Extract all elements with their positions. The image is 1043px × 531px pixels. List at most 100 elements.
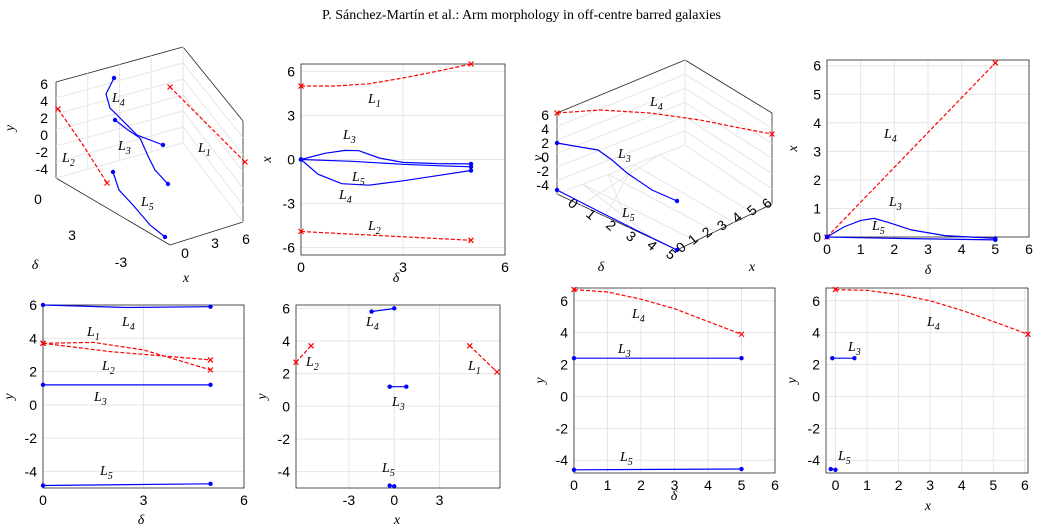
p7-curve-label: L3 <box>617 342 631 360</box>
p3-ytick-label: 2 <box>603 217 619 234</box>
p5-curve-label: L2 <box>101 359 115 377</box>
p3-grid <box>556 102 686 154</box>
p8-ytick-label: 0 <box>812 388 820 404</box>
p7-xlabel: δ <box>671 489 678 504</box>
p7-marker-start <box>571 355 577 361</box>
p5-marker-end <box>207 356 214 363</box>
p7-curve-label: L5 <box>619 450 633 468</box>
p6-ytick-label: -2 <box>278 431 291 447</box>
p1-marker <box>162 234 168 240</box>
p8-ytick-label: 4 <box>812 325 820 341</box>
p6-curve-label: L5 <box>381 461 395 479</box>
p1-xtick-label: 6 <box>242 231 250 247</box>
p3-grid <box>684 116 773 175</box>
p5-marker-end <box>208 382 213 388</box>
p1-ytick-label: 3 <box>68 227 76 243</box>
p5-ylabel: y <box>2 393 17 402</box>
p4-axes-box <box>826 59 1030 238</box>
p2-marker-end <box>468 61 474 67</box>
p5-curve-label: L5 <box>99 464 113 482</box>
p7-marker-start <box>571 467 577 473</box>
p2-curve-label: L5 <box>351 170 365 188</box>
p7-xtick-label: 2 <box>637 477 645 493</box>
p1-ztick-label: -4 <box>36 161 49 177</box>
p7-marker-end <box>738 331 745 338</box>
p4-marker-start <box>824 234 830 240</box>
p1-series-L3 <box>114 119 169 185</box>
p3-ytick-label: 0 <box>565 195 581 212</box>
p5-ytick-label: 4 <box>29 330 37 346</box>
p1-box-edge <box>182 46 244 122</box>
p6-marker-end <box>392 484 397 489</box>
p5-marker-end <box>208 481 213 487</box>
p8-curve-label: L5 <box>837 449 851 467</box>
p6-marker-start <box>466 342 473 349</box>
p7-xtick-label: 6 <box>771 477 779 493</box>
p3-box-edge <box>684 144 773 205</box>
p3-grid <box>580 154 660 206</box>
p5-marker-end <box>207 366 214 373</box>
p3-box-edge <box>556 144 686 195</box>
p7-ytick-label: -2 <box>556 420 569 436</box>
p7-xtick-label: 3 <box>671 477 679 493</box>
p3-grid <box>684 130 773 190</box>
p5-curve-label: L1 <box>86 325 100 343</box>
p1-ylabel: δ <box>32 258 39 273</box>
p2-ytick-label: -3 <box>283 196 296 212</box>
p8-xtick-label: 4 <box>958 477 966 493</box>
p4-xtick-label: 5 <box>991 241 999 257</box>
p1-marker <box>110 169 116 175</box>
p1-curve-label: L4 <box>111 91 125 109</box>
p3-grid <box>556 87 686 141</box>
p4-xtick-label: 2 <box>890 241 898 257</box>
p1-box-edge <box>182 142 244 223</box>
p8-ytick-label: 2 <box>812 357 820 373</box>
p8-ytick-label: -2 <box>808 420 821 436</box>
p3-zlabel: y <box>531 154 546 163</box>
p5-xlabel: δ <box>138 513 145 528</box>
p1-grid <box>182 126 244 206</box>
p3-grid <box>556 73 686 127</box>
p1-marker <box>165 181 171 187</box>
p4-xtick-label: 4 <box>958 241 966 257</box>
p7-marker-end <box>739 355 744 361</box>
p7-xtick-label: 4 <box>704 477 712 493</box>
p4-ytick-label: 5 <box>813 86 821 102</box>
p3-curve-label: L3 <box>617 147 631 165</box>
p2-ytick-label: -6 <box>283 240 296 256</box>
p1-ztick-label: -2 <box>36 144 49 160</box>
p5-series-L5 <box>42 483 211 487</box>
p3-grid <box>556 130 686 181</box>
p8-xlabel: x <box>924 499 932 514</box>
p2-xtick-label: 0 <box>297 259 305 275</box>
p1-xtick-label: 0 <box>181 245 189 261</box>
p2-marker-end <box>468 237 474 244</box>
p3-grid <box>604 164 635 217</box>
p5-marker-end <box>208 304 213 309</box>
p2-marker-end <box>468 164 474 170</box>
p6-xtick-label: 3 <box>436 492 444 508</box>
p3-xtick-label: 4 <box>729 208 745 225</box>
p5-ytick-label: 6 <box>29 297 37 313</box>
p5-xtick-label: 0 <box>39 492 47 508</box>
p1-ztick-label: 0 <box>40 127 48 143</box>
p8-marker-end <box>852 355 857 361</box>
p3-box-edge <box>556 59 686 114</box>
p2-marker-end <box>468 168 474 173</box>
p3-marker <box>554 110 560 116</box>
p3-grid <box>684 87 773 144</box>
p5-xtick-label: 6 <box>240 492 248 508</box>
p5-series-L2 <box>42 342 211 361</box>
p2-curve-label: L2 <box>367 219 381 237</box>
p2-marker-start <box>298 157 304 162</box>
p2-series-L2 <box>300 230 472 241</box>
p5-ytick-label: -4 <box>25 463 38 479</box>
p4-curve-label: L3 <box>888 195 902 213</box>
p7-axes-box <box>573 287 776 474</box>
p4-xtick-label: 1 <box>857 241 865 257</box>
p5-series-L1 <box>42 341 211 371</box>
p6-series-L1 <box>469 345 498 373</box>
p3-grid <box>607 174 630 228</box>
p8-marker-start <box>828 466 833 472</box>
p4-ytick-label: 2 <box>813 172 821 188</box>
